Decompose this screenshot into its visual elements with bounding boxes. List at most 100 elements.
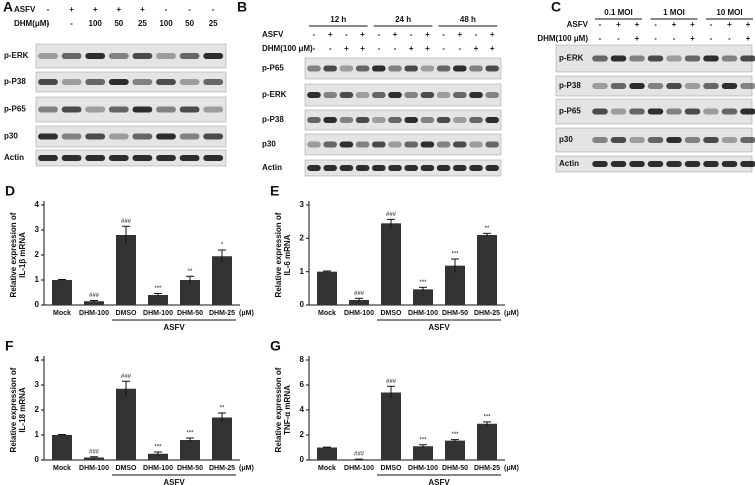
condition-mark: - [442, 30, 445, 39]
blot-band [371, 117, 386, 123]
blot-band [179, 155, 200, 161]
significance: *** [483, 414, 491, 420]
panel-label: E [270, 183, 279, 199]
bar [52, 435, 72, 460]
significance: ### [354, 452, 365, 458]
blot-band [666, 137, 682, 143]
condition-mark: + [425, 44, 430, 53]
blot-band [485, 117, 500, 123]
x-tick-label: DHM-100 [143, 310, 173, 317]
y-tick-label: 6 [300, 380, 305, 389]
bar [317, 447, 337, 460]
condition-name: ASFV [14, 5, 36, 14]
condition-mark: - [599, 34, 602, 43]
blot-band [469, 117, 483, 123]
y-tick-label: 1 [35, 430, 40, 439]
blot-band [592, 161, 608, 167]
condition-mark: 100 [159, 19, 173, 28]
band-label: p30 [262, 140, 276, 149]
y-tick-label: 2 [300, 430, 305, 439]
x-tick-label: Mock [318, 465, 336, 472]
blot-band [132, 133, 153, 140]
blot-band [647, 55, 664, 62]
blot-band [592, 55, 608, 62]
x-tick-label: DHM-100 [79, 310, 109, 317]
condition-mark: - [313, 30, 316, 39]
panel-label: F [5, 338, 14, 354]
blot-band [647, 108, 664, 115]
blot-band [740, 83, 755, 89]
y-axis-label: Relative expression of [9, 367, 18, 452]
band-label: Actin [559, 159, 579, 168]
blot-band [85, 53, 106, 59]
y-tick-label: 3 [300, 200, 305, 209]
blot-band [61, 106, 82, 113]
x-tick-label: DHM-100 [143, 465, 173, 472]
y-axis-label: TNF-α mRNA [283, 385, 292, 435]
x-tick-label: DHM-100 [344, 310, 374, 317]
significance: *** [419, 437, 427, 443]
significance: *** [451, 432, 459, 438]
x-tick-label: DHM-100 [408, 465, 438, 472]
x-tick-label: DHM-50 [177, 465, 203, 472]
significance: ** [485, 226, 490, 232]
x-tick-label: DHM-25 [474, 465, 500, 472]
x-tick-label: Mock [318, 310, 336, 317]
band-label: p-ERK [559, 54, 584, 63]
blot-band [371, 92, 386, 98]
blot-band [156, 133, 176, 140]
bar [212, 417, 232, 460]
x-tick-label: DMSO [116, 465, 138, 472]
group-label: 48 h [460, 15, 476, 24]
significance: * [221, 243, 224, 249]
blot-band [420, 117, 435, 123]
condition-mark: - [188, 5, 191, 14]
unit-label: (μM) [504, 310, 519, 317]
blot-band [684, 137, 701, 143]
blot-band [721, 161, 738, 167]
x-tick-label: DHM-100 [344, 465, 374, 472]
blot-strip [35, 149, 227, 167]
y-tick-label: 2 [35, 250, 40, 259]
blot-band [61, 79, 82, 85]
blot-band [371, 165, 386, 171]
blot-band [592, 137, 608, 143]
unit-label: (μM) [239, 465, 254, 472]
blot-band [307, 92, 321, 98]
blot-band [610, 55, 627, 62]
condition-mark: + [746, 20, 751, 29]
condition-mark: + [746, 34, 751, 43]
blot-band [666, 108, 682, 115]
condition-name: DHM(μM) [14, 19, 49, 28]
blot-band [647, 137, 664, 143]
y-tick-label: 2 [300, 233, 305, 242]
significance: ** [220, 406, 225, 412]
significance: *** [451, 252, 459, 258]
group-label: ASFV [428, 478, 450, 485]
condition-name: ASFV [567, 20, 589, 29]
y-axis-label: Relative expression of [274, 367, 283, 452]
condition-mark: - [345, 30, 348, 39]
condition-mark: 100 [89, 19, 103, 28]
condition-mark: + [672, 20, 677, 29]
blot-band [132, 155, 153, 161]
y-tick-label: 0 [35, 300, 40, 309]
bar [116, 235, 136, 305]
condition-mark: - [377, 30, 380, 39]
condition-mark: + [635, 34, 640, 43]
blot-band [647, 83, 664, 89]
x-tick-label: DHM-25 [209, 310, 235, 317]
band-label: Actin [262, 163, 282, 172]
blot-band [323, 65, 338, 72]
blot-band [684, 83, 701, 89]
x-tick-label: DHM-50 [177, 310, 203, 317]
blot-band [307, 165, 321, 171]
bar [52, 280, 72, 305]
significance: ** [188, 269, 193, 275]
blot-band [721, 137, 738, 143]
blot-band [610, 108, 627, 115]
blot-band [703, 55, 719, 62]
condition-mark: - [673, 34, 676, 43]
condition-mark: + [140, 5, 145, 14]
